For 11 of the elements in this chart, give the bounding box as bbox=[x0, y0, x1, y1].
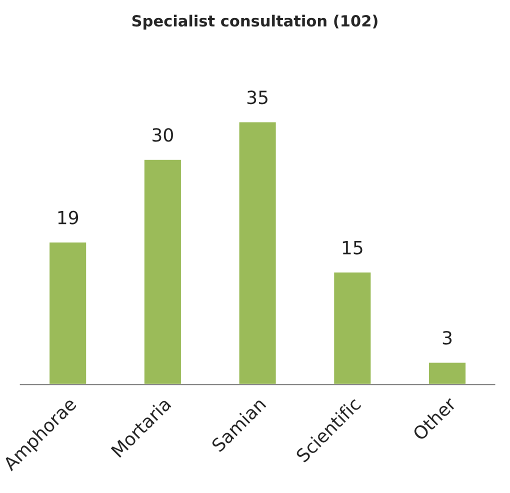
bar bbox=[238, 120, 278, 385]
data-label: 15 bbox=[342, 241, 362, 254]
bar bbox=[332, 271, 372, 385]
data-label: 19 bbox=[58, 210, 78, 224]
data-label: 30 bbox=[152, 128, 173, 142]
data-label: 3 bbox=[442, 330, 452, 345]
bar bbox=[143, 158, 182, 385]
data-label: 35 bbox=[247, 90, 268, 104]
bar bbox=[428, 361, 467, 385]
chart-title: Specialist consultation (102) bbox=[132, 14, 378, 30]
bar bbox=[48, 241, 88, 385]
